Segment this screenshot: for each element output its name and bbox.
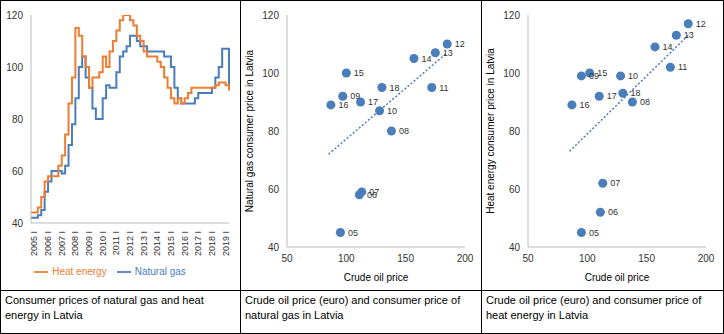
svg-text:2015 I: 2015 I bbox=[166, 231, 176, 256]
svg-text:13: 13 bbox=[684, 30, 694, 40]
svg-text:100: 100 bbox=[579, 253, 596, 264]
svg-text:Crude oil price: Crude oil price bbox=[585, 272, 650, 283]
html-text:Crude oil price (euro) and con: Crude oil price (euro) and consumer pric… bbox=[486, 294, 702, 321]
svg-text:2014 I: 2014 I bbox=[152, 231, 162, 256]
svg-text:2017 I: 2017 I bbox=[193, 231, 203, 256]
svg-text:50: 50 bbox=[522, 253, 534, 264]
svg-text:Heat energy consumer price in: Heat energy consumer price in Latvia bbox=[485, 48, 496, 214]
svg-text:05: 05 bbox=[348, 228, 358, 238]
svg-text:09: 09 bbox=[350, 91, 360, 101]
svg-text:11: 11 bbox=[678, 62, 687, 72]
html-text:Consumer prices of natural gas: Consumer prices of natural gas and heat … bbox=[5, 294, 204, 321]
svg-text:15: 15 bbox=[597, 68, 607, 78]
svg-text:2019 I: 2019 I bbox=[221, 231, 231, 256]
svg-text:120: 120 bbox=[262, 10, 279, 21]
svg-text:08: 08 bbox=[399, 126, 409, 136]
svg-text:2010 I: 2010 I bbox=[98, 231, 108, 256]
svg-text:40: 40 bbox=[509, 242, 521, 253]
html-text:Crude oil price (euro) and con: Crude oil price (euro) and consumer pric… bbox=[245, 294, 461, 321]
svg-text:Natural gas consumer price in: Natural gas consumer price in Latvia bbox=[244, 49, 255, 212]
svg-text:80: 80 bbox=[268, 126, 280, 137]
svg-text:10: 10 bbox=[387, 106, 397, 116]
svg-text:120: 120 bbox=[503, 10, 520, 21]
svg-text:17: 17 bbox=[607, 91, 617, 101]
svg-text:2018 I: 2018 I bbox=[207, 231, 217, 256]
svg-text:07: 07 bbox=[369, 187, 379, 197]
svg-text:16: 16 bbox=[579, 100, 589, 110]
svg-text:2009 I: 2009 I bbox=[84, 231, 94, 256]
svg-text:18: 18 bbox=[630, 88, 640, 98]
svg-text:11: 11 bbox=[439, 83, 448, 93]
svg-text:2006 I: 2006 I bbox=[43, 231, 53, 256]
svg-text:150: 150 bbox=[397, 253, 414, 264]
svg-text:120: 120 bbox=[8, 10, 23, 21]
svg-text:50: 50 bbox=[281, 253, 293, 264]
svg-text:2007 I: 2007 I bbox=[57, 231, 67, 256]
svg-text:2012 I: 2012 I bbox=[125, 231, 135, 256]
svg-text:100: 100 bbox=[503, 68, 520, 79]
svg-text:10: 10 bbox=[628, 71, 638, 81]
html-text:Natural gas: Natural gas bbox=[134, 265, 186, 277]
svg-text:40: 40 bbox=[268, 242, 280, 253]
svg-text:13: 13 bbox=[443, 48, 453, 58]
svg-text:05: 05 bbox=[589, 228, 599, 238]
svg-text:17: 17 bbox=[368, 97, 378, 107]
svg-text:14: 14 bbox=[421, 54, 431, 64]
svg-text:09: 09 bbox=[588, 71, 599, 82]
svg-text:80: 80 bbox=[12, 114, 24, 125]
svg-text:60: 60 bbox=[509, 184, 521, 195]
html-text:Heat energy: Heat energy bbox=[52, 265, 107, 277]
svg-text:200: 200 bbox=[457, 253, 474, 264]
svg-text:Crude oil price: Crude oil price bbox=[344, 272, 409, 283]
svg-text:06: 06 bbox=[608, 207, 618, 217]
svg-text:12: 12 bbox=[455, 39, 465, 49]
svg-text:100: 100 bbox=[8, 62, 23, 73]
svg-text:16: 16 bbox=[338, 100, 348, 110]
svg-text:100: 100 bbox=[338, 253, 355, 264]
svg-text:2011 I: 2011 I bbox=[111, 231, 121, 255]
svg-text:12: 12 bbox=[696, 19, 706, 29]
svg-text:200: 200 bbox=[698, 253, 715, 264]
svg-text:60: 60 bbox=[268, 184, 280, 195]
svg-text:15: 15 bbox=[354, 68, 364, 78]
svg-text:40: 40 bbox=[12, 218, 24, 229]
svg-text:150: 150 bbox=[638, 253, 655, 264]
svg-text:2013 I: 2013 I bbox=[139, 231, 149, 256]
svg-text:2005 I: 2005 I bbox=[29, 231, 39, 256]
svg-text:60: 60 bbox=[12, 166, 24, 177]
svg-text:80: 80 bbox=[509, 126, 521, 137]
svg-text:07: 07 bbox=[610, 178, 620, 188]
svg-text:08: 08 bbox=[640, 97, 650, 107]
svg-text:2008 I: 2008 I bbox=[70, 231, 80, 256]
svg-text:2016 I: 2016 I bbox=[180, 231, 190, 256]
svg-text:18: 18 bbox=[389, 83, 399, 93]
svg-text:100: 100 bbox=[262, 68, 279, 79]
svg-text:14: 14 bbox=[662, 42, 672, 52]
